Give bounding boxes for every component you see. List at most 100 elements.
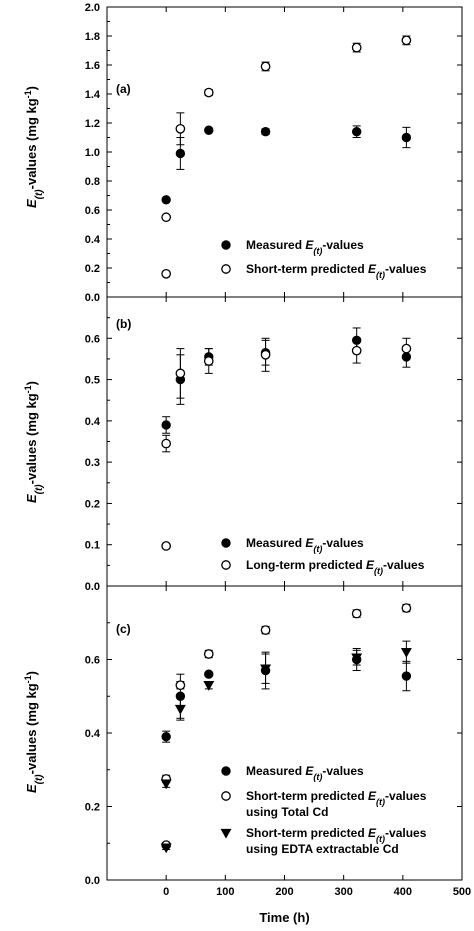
x-tick-label: 200 <box>275 886 293 898</box>
legend-label-part: -values <box>385 826 427 840</box>
legend-label-part: Short-term predicted <box>246 262 368 276</box>
legend-label-part: (t) <box>313 544 322 554</box>
legend-label: Short-term predicted E(t)-values <box>246 826 427 844</box>
legend-label-part: E <box>305 764 314 778</box>
plot-frame <box>106 6 463 298</box>
y-tick-label: 0.1 <box>85 540 100 552</box>
data-point <box>203 681 215 691</box>
y-tick-label: 0.4 <box>85 234 101 246</box>
x-tick-label: 500 <box>453 886 471 898</box>
legend-label-part: -values <box>322 238 364 252</box>
data-point <box>175 123 186 134</box>
legend-marker <box>221 560 231 570</box>
series-1 <box>161 647 412 743</box>
y-tick-label: 0.0 <box>85 292 100 304</box>
y-axis-label-part: -1 <box>23 90 33 98</box>
legend-label: using Total Cd <box>246 805 328 819</box>
legend-label-part: (t) <box>376 797 385 807</box>
y-axis-label-part: (t) <box>34 774 45 785</box>
data-point <box>351 608 362 619</box>
panel-label: (a) <box>116 82 131 96</box>
legend-label: Short-term predicted E(t)-values <box>246 262 427 280</box>
data-point <box>161 195 171 205</box>
y-axis-label: E(t)-values (mg kg-1) <box>23 86 45 208</box>
y-axis-label-part: (t) <box>34 189 45 200</box>
legend-label: Measured E(t)-values <box>246 764 364 782</box>
y-tick-label: 1.8 <box>85 31 100 43</box>
legend-label: Long-term predicted E(t)-values <box>246 558 425 576</box>
x-tick-label: 300 <box>334 886 352 898</box>
data-point <box>351 653 363 664</box>
y-tick-label: 1.4 <box>85 89 101 101</box>
y-axis-label: E(t)-values (mg kg-1) <box>23 381 45 503</box>
y-axis-label: E(t)-values (mg kg-1) <box>23 671 45 793</box>
data-point <box>401 603 412 613</box>
y-tick-label: 1.0 <box>85 147 100 159</box>
legend-marker <box>220 828 232 839</box>
data-point <box>174 704 186 715</box>
y-axis-label-part: -1 <box>23 385 33 393</box>
y-tick-label: 0.6 <box>85 333 100 345</box>
data-point <box>260 625 271 635</box>
data-point <box>351 42 362 53</box>
legend-label-part: Long-term predicted <box>246 558 366 572</box>
legend-label-part: E <box>305 238 314 252</box>
series-2 <box>161 35 412 279</box>
data-point <box>203 87 214 98</box>
x-tick-label: 0 <box>163 886 169 898</box>
legend-label-part: (t) <box>313 246 322 256</box>
x-tick-label: 400 <box>394 886 412 898</box>
legend-label-part: E <box>368 262 377 276</box>
data-point <box>401 132 412 143</box>
legend-label-part: E <box>366 558 375 572</box>
y-axis-label-part: (t) <box>34 484 45 495</box>
data-point <box>400 647 412 658</box>
data-point <box>160 843 172 854</box>
legend-marker <box>221 538 231 548</box>
y-axis-label-part: ) <box>24 671 39 675</box>
legend-label-part: Short-term predicted <box>246 826 368 840</box>
data-point <box>204 669 214 679</box>
y-axis-label-part: E <box>24 494 39 503</box>
y-axis-label-part: ) <box>24 86 39 90</box>
data-point <box>175 148 186 159</box>
x-tick-label: 100 <box>216 886 234 898</box>
data-point <box>161 438 172 449</box>
series-3 <box>160 640 412 854</box>
series-2 <box>161 337 412 551</box>
legend-marker <box>221 791 231 801</box>
data-point <box>204 125 214 135</box>
legend-label-part: Measured <box>246 764 305 778</box>
legend-marker <box>221 264 231 274</box>
data-point <box>175 680 186 691</box>
data-point <box>401 35 412 46</box>
data-point <box>203 649 214 659</box>
legend-label-part: -values <box>322 764 364 778</box>
y-tick-label: 1.6 <box>85 60 100 72</box>
data-point <box>351 127 362 137</box>
y-axis-label-part: -values (mg kg <box>24 683 39 774</box>
y-tick-label: 0.8 <box>85 176 100 188</box>
series-1 <box>161 125 412 205</box>
legend-label: Measured E(t)-values <box>246 536 364 554</box>
data-point <box>260 127 271 137</box>
legend-label: using EDTA extractable Cd <box>246 842 399 856</box>
y-tick-label: 0.5 <box>85 375 100 387</box>
y-tick-label: 0.2 <box>85 802 100 814</box>
data-point <box>401 671 412 681</box>
legend-label: Short-term predicted E(t)-values <box>246 789 427 807</box>
y-axis-label-part: -1 <box>23 675 33 683</box>
data-point <box>260 349 271 360</box>
data-point <box>175 368 186 379</box>
y-tick-label: 0.6 <box>85 655 100 667</box>
legend: Measured E(t)-values Long-term predicted … <box>221 536 425 576</box>
data-point <box>160 779 172 790</box>
x-axis-label: Time (h) <box>259 910 309 925</box>
chart-panel-1: 0.00.20.40.60.81.01.21.41.61.82.0E(t)-va… <box>23 2 463 304</box>
data-point <box>260 664 272 675</box>
panel-label: (b) <box>116 317 131 331</box>
